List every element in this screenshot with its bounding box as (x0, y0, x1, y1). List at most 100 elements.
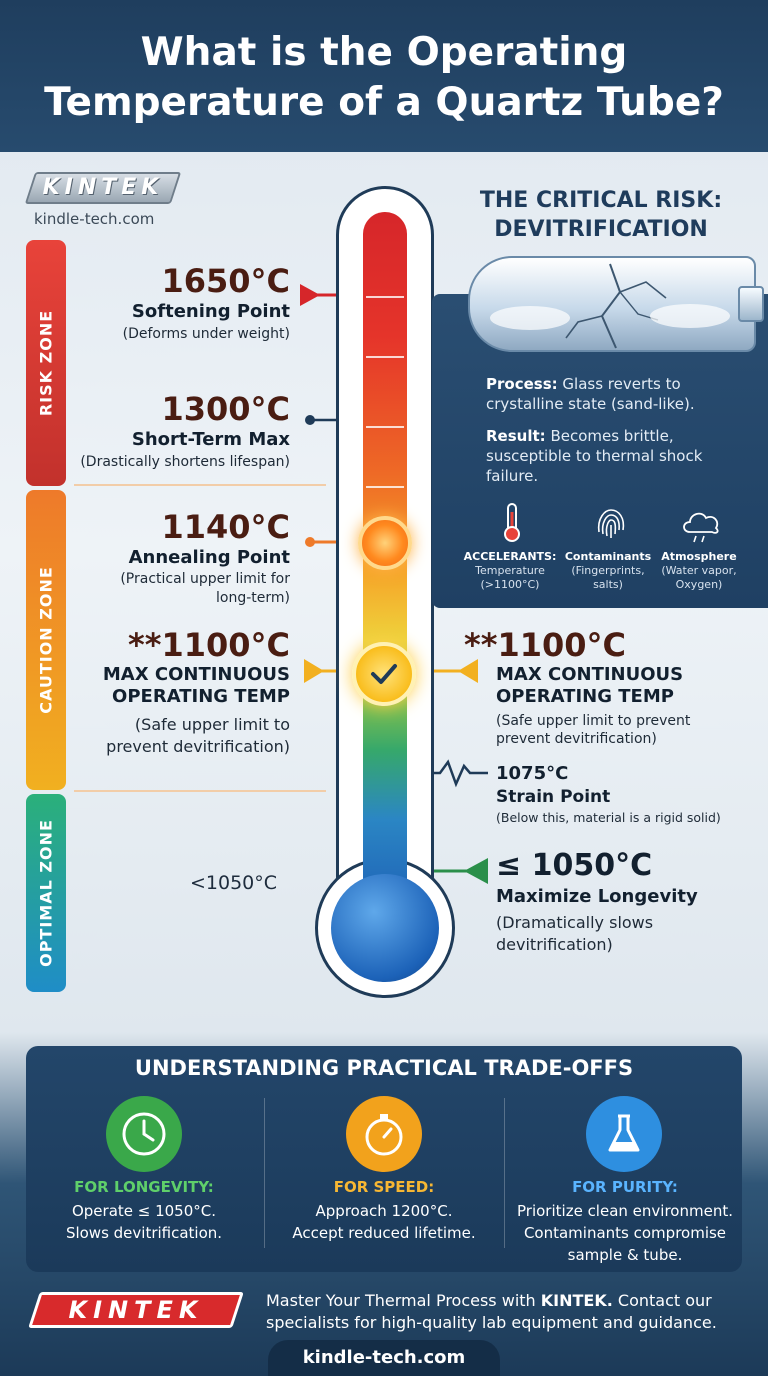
thermometer-tick (366, 486, 404, 488)
risk-panel-title: THE CRITICAL RISK: DEVITRIFICATION (458, 186, 744, 244)
process-label: Process: (486, 375, 558, 393)
tradeoff-speed: FOR SPEED: Approach 1200°C. Accept reduc… (272, 1178, 496, 1244)
accelerant-contaminants-label: Contaminants (564, 550, 652, 563)
strain-temp: 1075°C (496, 763, 569, 784)
tradeoff-speed-line-2: Accept reduced lifetime. (292, 1224, 476, 1242)
annealing-name: Annealing Point (128, 547, 290, 568)
check-icon (352, 642, 416, 706)
tradeoff-longevity-line-1: Operate ≤ 1050°C. (71, 1202, 217, 1220)
strain-name: Strain Point (496, 787, 611, 807)
tradeoff-longevity: FOR LONGEVITY: Operate ≤ 1050°C. Slows d… (32, 1178, 256, 1244)
footer-text-after: Contact our specialists for high-quality… (266, 1291, 717, 1332)
short-term-note: (Drastically shortens lifespan) (80, 454, 290, 470)
annealing-temp: 1140°C (161, 508, 290, 546)
logo: KINTEK (42, 175, 164, 200)
accelerant-atmosphere-label: Atmosphere (661, 550, 737, 563)
short-term-name: Short-Term Max (131, 429, 290, 450)
risk-title-line-2: DEVITRIFICATION (494, 217, 708, 242)
max-continuous-right-label: **1100°C MAX CONTINUOUS OPERATING TEMP (… (464, 626, 754, 748)
strain-note: (Below this, material is a rigid solid) (496, 810, 721, 825)
footer-logo: KINTEK (68, 1296, 204, 1324)
tradeoff-purity-line-2: Contaminants compromise (523, 1224, 727, 1242)
tradeoff-longevity-heading: FOR LONGEVITY: (74, 1178, 214, 1196)
max-continuous-left-name-1: MAX CONTINUOUS (102, 664, 290, 685)
max-continuous-left-note-2: prevent devitrification) (106, 737, 290, 756)
zone-divider (74, 484, 326, 486)
footer-url[interactable]: kindle-tech.com (302, 1347, 466, 1368)
longevity-temp: ≤ 1050°C (496, 848, 653, 883)
accelerant-contaminants-sub-2: salts) (593, 578, 623, 591)
tradeoff-speed-heading: FOR SPEED: (333, 1178, 435, 1196)
footer-text-before: Master Your Thermal Process with (266, 1291, 541, 1310)
accelerant-temperature-sub-1: Temperature (475, 564, 545, 577)
max-continuous-right-name-2: OPERATING TEMP (496, 686, 674, 707)
risk-zone-label: RISK ZONE (36, 309, 56, 417)
accelerant-temperature-sub-2: (>1100°C) (480, 578, 540, 591)
logo-url: kindle-tech.com (34, 210, 155, 228)
short-term-label: 1300°C Short-Term Max (Drastically short… (80, 390, 290, 472)
optimal-zone-bar: OPTIMAL ZONE (26, 794, 66, 992)
strain-pointer (384, 759, 488, 788)
optimal-left-temp: <1050°C (190, 872, 278, 894)
max-continuous-right-note-1: (Safe upper limit to prevent (496, 713, 691, 729)
zone-divider (74, 790, 326, 792)
tradeoff-longevity-line-2: Slows devitrification. (65, 1224, 223, 1242)
softening-label: 1650°C Softening Point (Deforms under we… (123, 262, 290, 344)
accelerant-contaminants-sub-1: (Fingerprints, (571, 564, 645, 577)
risk-title-line-1: THE CRITICAL RISK: (479, 188, 723, 213)
max-continuous-left-note-1: (Safe upper limit to (134, 715, 290, 734)
accelerant-temperature-label: ACCELERANTS: (463, 550, 557, 563)
thermometer-tick (366, 426, 404, 428)
max-continuous-left-temp: **1100°C (127, 626, 290, 664)
longevity-name: Maximize Longevity (496, 886, 698, 907)
max-continuous-right-note-2: prevent devitrification) (496, 731, 657, 747)
longevity-note-1: (Dramatically slows (496, 913, 654, 932)
cracked-tube-image (468, 256, 756, 352)
tradeoff-speed-line-1: Approach 1200°C. (315, 1202, 453, 1220)
thermometer-bulb (331, 874, 439, 982)
accelerant-atmosphere: Atmosphere (Water vapor, Oxygen) (656, 550, 742, 592)
header: What is the Operating Temperature of a Q… (0, 0, 768, 152)
softening-temp: 1650°C (161, 262, 290, 300)
thermometer-tick (366, 356, 404, 358)
annealing-note-2: long-term) (216, 590, 290, 606)
result-text: Result: Becomes brittle, susceptible to … (486, 426, 756, 486)
longevity-label: ≤ 1050°C Maximize Longevity (Dramaticall… (496, 848, 756, 956)
softening-name: Softening Point (131, 301, 290, 322)
max-continuous-right-temp: **1100°C (464, 626, 627, 664)
stopwatch-icon (346, 1096, 422, 1172)
tradeoffs-title: UNDERSTANDING PRACTICAL TRADE-OFFS (134, 1056, 634, 1080)
caution-zone-label: CAUTION ZONE (36, 566, 56, 714)
thermometer-icon (504, 503, 520, 542)
process-value: Glass reverts to crystalline state (sand… (486, 375, 695, 413)
annealing-label: 1140°C Annealing Point (Practical upper … (120, 508, 290, 608)
flask-icon (586, 1096, 662, 1172)
risk-zone-bar: RISK ZONE (26, 240, 66, 486)
fingerprint-icon (597, 509, 625, 538)
tradeoff-purity-heading: FOR PURITY: (572, 1178, 678, 1196)
clock-icon (106, 1096, 182, 1172)
tradeoff-separator (264, 1098, 265, 1248)
result-label: Result: (486, 427, 546, 445)
process-text: Process: Glass reverts to crystalline st… (486, 374, 756, 414)
result-value: Becomes brittle, susceptible to thermal … (486, 427, 703, 485)
thermometer-tick (366, 296, 404, 298)
annealing-note-1: (Practical upper limit for (120, 571, 290, 587)
footer-text: Master Your Thermal Process with KINTEK.… (266, 1290, 752, 1334)
max-continuous-right-name-1: MAX CONTINUOUS (496, 664, 684, 685)
tradeoff-purity-line-1: Prioritize clean environment. (517, 1202, 733, 1220)
cloud-icon (683, 512, 719, 543)
tradeoff-purity: FOR PURITY: Prioritize clean environment… (510, 1178, 740, 1266)
accelerant-atmosphere-sub-1: (Water vapor, (661, 564, 737, 577)
strain-label: 1075°C Strain Point (Below this, materia… (496, 762, 756, 828)
tube-neck (738, 286, 764, 322)
max-continuous-left-name-2: OPERATING TEMP (112, 686, 290, 707)
tradeoff-separator (504, 1098, 505, 1248)
max-continuous-left-label: **1100°C MAX CONTINUOUS OPERATING TEMP (… (103, 626, 290, 758)
short-term-temp: 1300°C (161, 390, 290, 428)
accelerant-atmosphere-sub-2: Oxygen) (675, 578, 723, 591)
tradeoff-purity-line-3: sample & tube. (567, 1246, 683, 1264)
footer-text-brand: KINTEK. (540, 1291, 613, 1310)
footer-url-tab (268, 1340, 500, 1376)
caution-zone-bar: CAUTION ZONE (26, 490, 66, 790)
